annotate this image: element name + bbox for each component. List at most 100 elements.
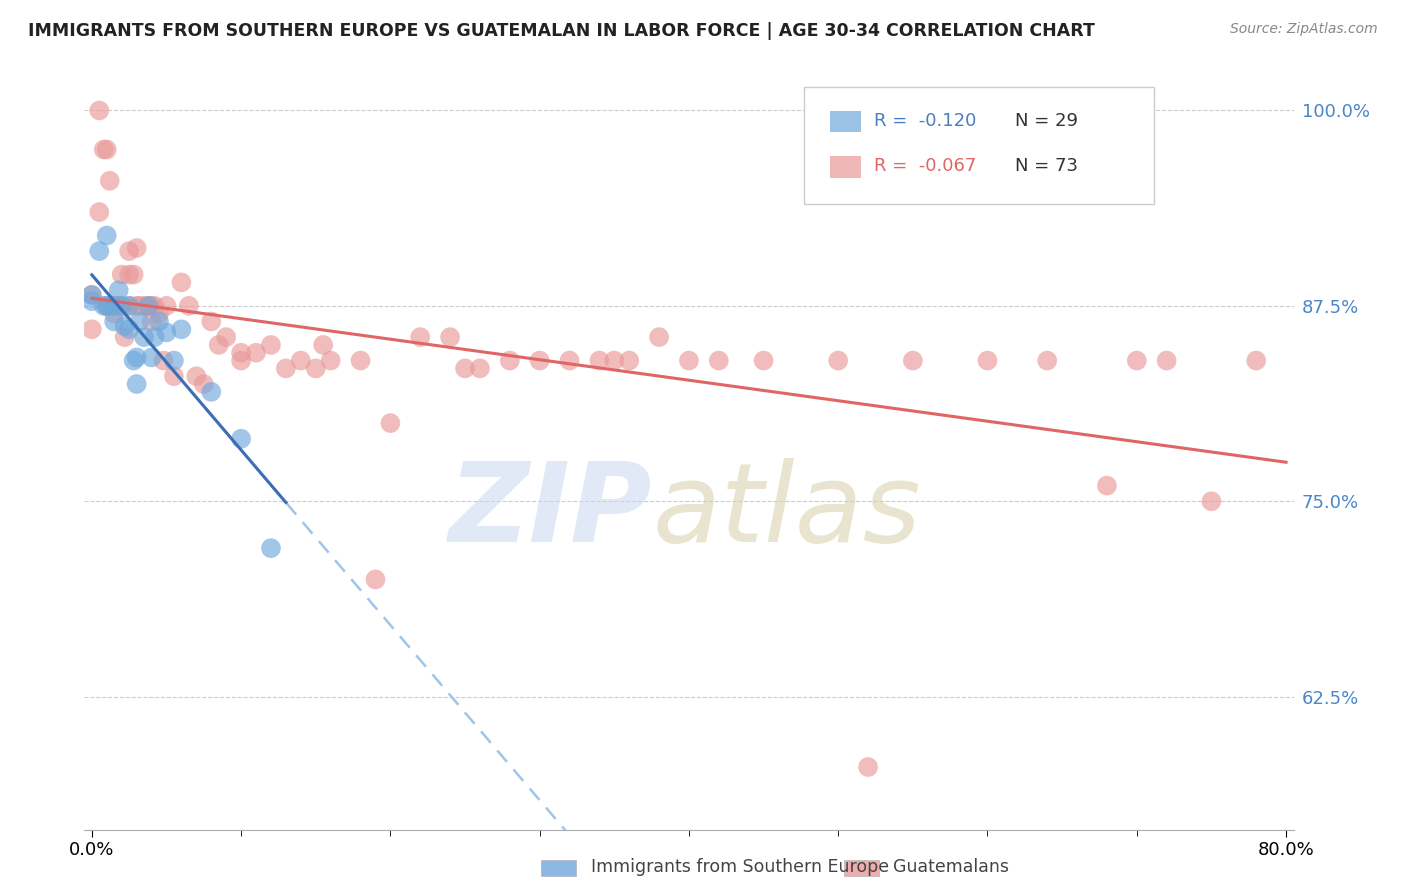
- Point: [229, 353, 252, 368]
- Point: [141, 299, 163, 313]
- Point: [128, 314, 150, 328]
- Point: [186, 369, 208, 384]
- Point: [678, 353, 700, 368]
- Point: [111, 299, 134, 313]
- Point: [619, 353, 641, 368]
- Point: [558, 353, 581, 368]
- Point: [163, 353, 186, 368]
- Point: [155, 326, 177, 340]
- Point: [245, 345, 267, 359]
- Text: N = 29: N = 29: [1015, 112, 1078, 129]
- FancyBboxPatch shape: [804, 87, 1154, 204]
- Point: [319, 353, 342, 368]
- Point: [856, 760, 879, 774]
- Point: [200, 314, 222, 328]
- Point: [148, 314, 170, 328]
- Point: [155, 299, 177, 313]
- Point: [229, 432, 252, 446]
- Point: [143, 330, 166, 344]
- Point: [138, 299, 160, 313]
- Point: [98, 299, 121, 313]
- Point: [125, 351, 148, 365]
- Bar: [831, 156, 860, 178]
- Point: [89, 244, 111, 259]
- Point: [132, 299, 155, 313]
- Point: [588, 353, 610, 368]
- Point: [177, 299, 200, 313]
- Point: [439, 330, 461, 344]
- Point: [707, 353, 730, 368]
- Point: [193, 377, 215, 392]
- Point: [468, 361, 491, 376]
- Point: [80, 322, 103, 336]
- Point: [901, 353, 924, 368]
- Point: [364, 573, 387, 587]
- Point: [122, 268, 145, 282]
- Text: Immigrants from Southern Europe: Immigrants from Southern Europe: [591, 858, 889, 876]
- Point: [312, 338, 335, 352]
- Point: [80, 288, 103, 302]
- Point: [305, 361, 328, 376]
- Point: [170, 276, 193, 290]
- Point: [114, 330, 136, 344]
- Point: [215, 330, 238, 344]
- Point: [96, 143, 118, 157]
- Point: [380, 416, 402, 430]
- Point: [752, 353, 775, 368]
- Point: [529, 353, 551, 368]
- Point: [80, 294, 103, 309]
- Point: [93, 143, 115, 157]
- Point: [349, 353, 371, 368]
- Point: [499, 353, 522, 368]
- Point: [118, 322, 141, 336]
- Point: [125, 377, 148, 392]
- Point: [98, 174, 121, 188]
- Point: [89, 103, 111, 118]
- Text: R =  -0.067: R = -0.067: [875, 157, 976, 175]
- Point: [163, 369, 186, 384]
- Point: [1095, 478, 1118, 492]
- Point: [143, 299, 166, 313]
- Point: [148, 307, 170, 321]
- Text: IMMIGRANTS FROM SOUTHERN EUROPE VS GUATEMALAN IN LABOR FORCE | AGE 30-34 CORRELA: IMMIGRANTS FROM SOUTHERN EUROPE VS GUATE…: [28, 22, 1095, 40]
- Point: [1244, 353, 1267, 368]
- Point: [208, 338, 231, 352]
- Point: [152, 353, 174, 368]
- Point: [1126, 353, 1149, 368]
- Point: [141, 351, 163, 365]
- Point: [118, 268, 141, 282]
- Point: [603, 353, 626, 368]
- Point: [1036, 353, 1059, 368]
- Point: [107, 283, 129, 297]
- Text: Guatemalans: Guatemalans: [893, 858, 1010, 876]
- Point: [93, 299, 115, 313]
- Point: [170, 322, 193, 336]
- Point: [260, 541, 283, 556]
- Point: [107, 299, 129, 313]
- Point: [122, 353, 145, 368]
- Point: [125, 241, 148, 255]
- Text: atlas: atlas: [652, 458, 921, 565]
- Point: [1156, 353, 1178, 368]
- Point: [229, 345, 252, 359]
- Point: [96, 299, 118, 313]
- Point: [648, 330, 671, 344]
- Text: Source: ZipAtlas.com: Source: ZipAtlas.com: [1230, 22, 1378, 37]
- Point: [1201, 494, 1223, 508]
- Point: [103, 299, 125, 313]
- Point: [200, 384, 222, 399]
- Point: [118, 299, 141, 313]
- Point: [260, 338, 283, 352]
- Point: [827, 353, 849, 368]
- Point: [118, 244, 141, 259]
- Point: [409, 330, 432, 344]
- Text: ZIP: ZIP: [449, 458, 652, 565]
- Point: [290, 353, 312, 368]
- Point: [976, 353, 998, 368]
- Point: [274, 361, 297, 376]
- Text: N = 73: N = 73: [1015, 157, 1078, 175]
- Point: [103, 299, 125, 313]
- Point: [118, 299, 141, 313]
- Point: [138, 299, 160, 313]
- Bar: [831, 111, 860, 132]
